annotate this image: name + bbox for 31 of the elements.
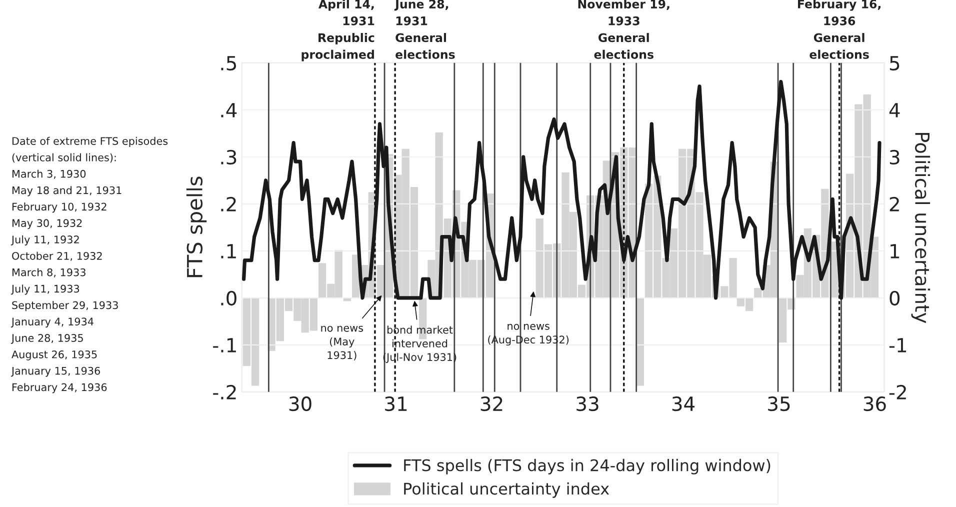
y-tick-label: .3	[221, 150, 236, 165]
y2-tick-label: 5	[890, 56, 900, 71]
y-tick-label: .2	[221, 196, 236, 212]
x-tick-label: 34	[672, 396, 695, 412]
y-tick-label: -.1	[213, 338, 236, 352]
y-tick-label: -.2	[213, 384, 236, 400]
x-tick-label: 32	[480, 396, 502, 412]
y2-axis-title: Political uncertainty	[911, 132, 930, 324]
ref-line-label: June 28, 1931 General elections	[394, 0, 455, 59]
y2-tick-label: 0	[890, 290, 900, 306]
y2-tick-label: -2	[889, 384, 906, 400]
x-tick-label: 30	[289, 396, 312, 412]
legend-label: FTS spells (FTS days in 24-day rolling window)	[404, 458, 770, 474]
bar	[636, 298, 644, 386]
y-tick-label: .5	[221, 56, 236, 71]
y2-tick-label: 3	[890, 150, 900, 165]
y-axis-title: FTS spells	[186, 176, 207, 278]
y-tick-label: .0	[221, 290, 236, 306]
legend-label: Political uncertainty index	[404, 482, 610, 498]
y-tick-label: .4	[221, 103, 237, 118]
y2-tick-label: -1	[889, 338, 906, 352]
y2-tick-label: 2	[890, 196, 899, 212]
x-tick-label: 33	[576, 396, 598, 412]
x-tick-label: 35	[768, 396, 790, 412]
text: Date of extreme FTS episodes (vertical solid lines): March 3, 1930 May 18 and 21, 1931 February 10, 1932 May 30, 1932 July 11, 1932 October 21, 1932 March 8, 1933 July 11, 1933 September 29, 1933 January 4, 1934 June 28, 1935 August 26, 1935 January 15, 1936 February 24, 1936	[10, 136, 168, 394]
x-tick-label: 31	[385, 396, 407, 412]
y2-tick-label: 4	[889, 103, 900, 118]
y2-tick-label: 1	[890, 244, 900, 258]
x-tick-label: 36	[864, 396, 886, 412]
y-tick-label: .1	[221, 244, 236, 258]
annotation: no news (May 1931)	[321, 326, 364, 360]
